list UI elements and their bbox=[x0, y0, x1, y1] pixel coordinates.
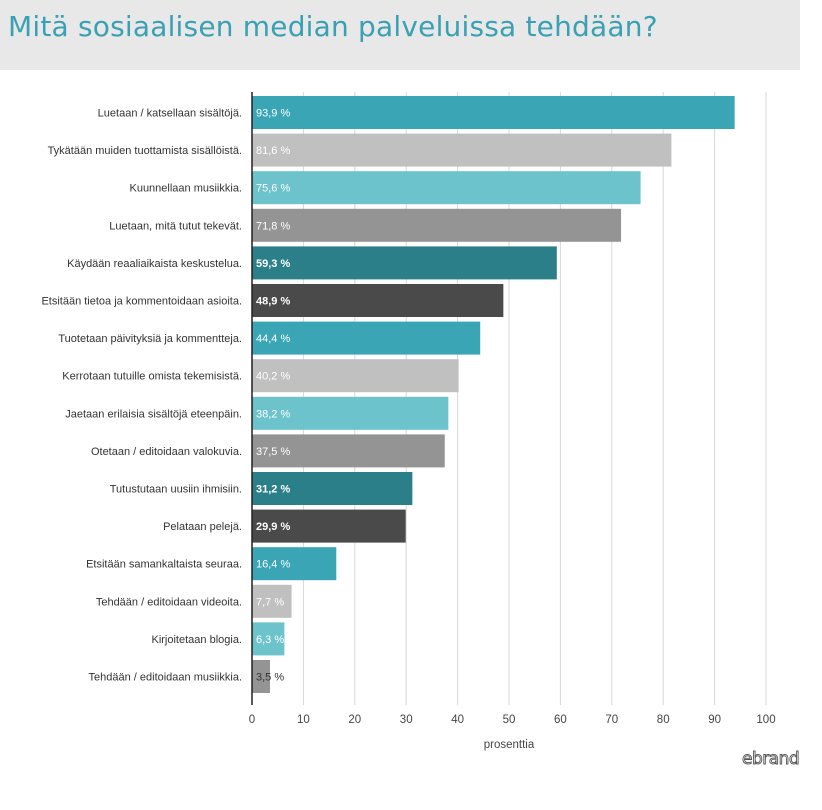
x-tick-label: 10 bbox=[297, 714, 310, 726]
category-label: Etsitään samankaltaista seuraa. bbox=[86, 559, 242, 571]
bar bbox=[252, 246, 557, 280]
x-tick-labels: 0 10 20 30 40 50 60 70 80 90 100 bbox=[249, 714, 776, 726]
category-label: Tuotetaan päivityksiä ja kommentteja. bbox=[58, 333, 242, 345]
bar bbox=[252, 171, 641, 205]
category-label: Käydään reaaliaikaista keskustelua. bbox=[67, 258, 242, 270]
value-label: 44,4 % bbox=[256, 333, 290, 345]
category-label: Jaetaan erilaisia sisältöjä eteenpäin. bbox=[65, 408, 242, 420]
bar bbox=[252, 660, 270, 693]
value-label: 48,9 % bbox=[256, 296, 290, 308]
category-label: Kerrotaan tutuille omista tekemisistä. bbox=[62, 371, 242, 383]
value-label: 40,2 % bbox=[256, 371, 290, 383]
bar bbox=[252, 396, 449, 430]
bar bbox=[252, 509, 406, 543]
bar bbox=[252, 208, 622, 242]
value-label: 81,6 % bbox=[256, 145, 290, 157]
value-label: 3,5 % bbox=[256, 672, 284, 684]
value-label: 16,4 % bbox=[256, 559, 290, 571]
x-tick-label: 0 bbox=[249, 714, 255, 726]
value-label: 31,2 % bbox=[256, 484, 290, 496]
category-label: Pelataan pelejä. bbox=[163, 521, 242, 533]
x-tick-label: 30 bbox=[400, 714, 413, 726]
category-label: Tehdään / editoidaan videoita. bbox=[96, 596, 242, 608]
category-label: Otetaan / editoidaan valokuvia. bbox=[91, 446, 242, 458]
x-tick-label: 40 bbox=[451, 714, 464, 726]
page-title: Mitä sosiaalisen median palveluissa tehd… bbox=[8, 10, 658, 43]
value-label: 6,3 % bbox=[256, 634, 284, 646]
category-label: Kuunnellaan musiikkia. bbox=[129, 183, 242, 195]
bar bbox=[252, 472, 413, 505]
x-tick-label: 90 bbox=[708, 714, 721, 726]
category-label: Tykätään muiden tuottamista sisällöistä. bbox=[48, 145, 242, 157]
bar bbox=[252, 359, 459, 393]
bar bbox=[252, 133, 672, 167]
value-label: 29,9 % bbox=[256, 521, 290, 533]
value-label: 7,7 % bbox=[256, 596, 284, 608]
value-label: 38,2 % bbox=[256, 408, 290, 420]
value-label: 75,6 % bbox=[256, 183, 290, 195]
bar bbox=[252, 96, 735, 129]
bar bbox=[252, 321, 481, 355]
category-label: Kirjoitetaan blogia. bbox=[151, 634, 242, 646]
x-tick-label: 20 bbox=[348, 714, 361, 726]
bar bbox=[252, 284, 504, 317]
value-label: 93,9 % bbox=[256, 108, 290, 120]
x-tick-label: 50 bbox=[503, 714, 516, 726]
bar bbox=[252, 434, 445, 468]
category-labels: Luetaan / katsellaan sisältöjä. Tykätään … bbox=[41, 108, 242, 684]
category-label: Luetaan, mitä tutut tekevät. bbox=[109, 220, 242, 232]
ebrand-logo: ebrand bbox=[742, 749, 801, 770]
x-tick-label: 100 bbox=[756, 714, 775, 726]
bar bbox=[252, 584, 292, 618]
value-label: 71,8 % bbox=[256, 220, 290, 232]
x-tick-label: 80 bbox=[657, 714, 670, 726]
category-label: Luetaan / katsellaan sisältöjä. bbox=[98, 108, 242, 120]
x-axis-label: prosenttia bbox=[484, 739, 535, 751]
value-label: 37,5 % bbox=[256, 446, 290, 458]
category-label: Tehdään / editoidaan musiikkia. bbox=[89, 672, 242, 684]
bar bbox=[252, 622, 285, 656]
title-band: Mitä sosiaalisen median palveluissa tehd… bbox=[0, 0, 800, 70]
category-label: Etsitään tietoa ja kommentoidaan asioita… bbox=[41, 296, 242, 308]
value-label: 59,3 % bbox=[256, 258, 290, 270]
x-tick-label: 60 bbox=[554, 714, 567, 726]
bars bbox=[252, 96, 735, 693]
bar bbox=[252, 547, 337, 581]
x-tick-label: 70 bbox=[605, 714, 618, 726]
category-label: Tutustutaan uusiin ihmisiin. bbox=[110, 484, 242, 496]
value-labels: 93,9 % 81,6 % 75,6 % 71,8 % 59,3 % 48,9 % 44,4… bbox=[256, 108, 290, 684]
